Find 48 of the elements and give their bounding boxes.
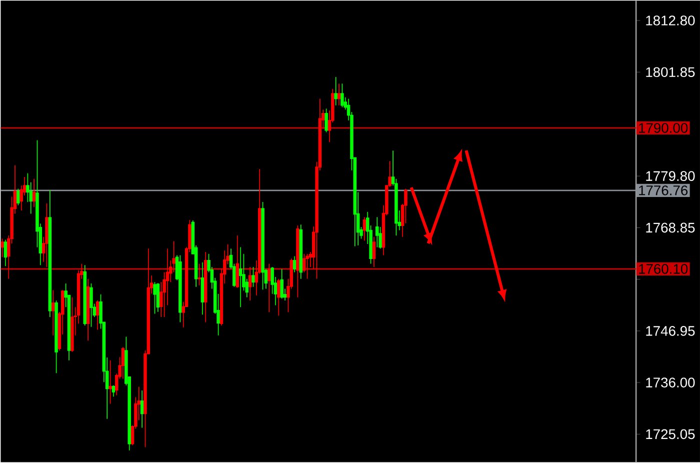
- candlestick: [83, 264, 87, 326]
- candlestick: [372, 236, 376, 268]
- y-tick-label: 1801.85: [646, 67, 695, 78]
- candlestick: [121, 346, 125, 380]
- candlestick: [296, 225, 300, 298]
- y-tick-label: 1746.95: [646, 326, 695, 336]
- candlestick: [140, 390, 144, 428]
- candlestick: [238, 246, 242, 308]
- candlestick: [362, 216, 366, 242]
- ref-line-label: 1790.00: [639, 123, 688, 133]
- candlestick: [261, 202, 264, 290]
- candlestick: [90, 283, 93, 328]
- candlestick: [204, 252, 208, 323]
- candlestick: [200, 262, 204, 316]
- candlestick: [52, 290, 55, 336]
- candlestick: [324, 108, 328, 133]
- ref-line-label: 1776.76: [639, 186, 688, 196]
- candlestick: [4, 239, 8, 267]
- y-tick-label: 1768.85: [646, 222, 695, 233]
- y-tick-label: 1736.00: [646, 378, 695, 388]
- candlestick: [334, 76, 338, 106]
- y-tick-label: 1779.80: [646, 171, 695, 182]
- candlestick: [32, 178, 36, 208]
- y-tick-label: 1725.05: [646, 429, 695, 440]
- candlestick: [299, 224, 303, 280]
- candlestick: [153, 282, 156, 314]
- candlestick: [70, 296, 74, 352]
- candlestick: [96, 300, 100, 330]
- candlestick: [236, 235, 239, 288]
- candlestick: [16, 188, 20, 206]
- candlestick: [45, 203, 48, 268]
- candlestick: [268, 263, 271, 313]
- candlestick: [178, 254, 182, 323]
- candlestick: [248, 266, 252, 301]
- candlestick: [252, 266, 255, 288]
- candlestick: [54, 300, 58, 374]
- candlestick: [0, 238, 4, 258]
- ref-line-label: 1760.10: [639, 264, 688, 274]
- candlestick: [292, 256, 296, 273]
- candlestick: [337, 83, 341, 106]
- candlestick: [156, 282, 160, 312]
- candlestick: [340, 83, 344, 108]
- candlestick: [280, 268, 284, 300]
- candlestick: [86, 278, 90, 342]
- y-tick-label: 1812.80: [646, 16, 695, 26]
- candlestick: [48, 190, 52, 318]
- candlestick: [112, 385, 116, 398]
- candlestick: [376, 216, 379, 248]
